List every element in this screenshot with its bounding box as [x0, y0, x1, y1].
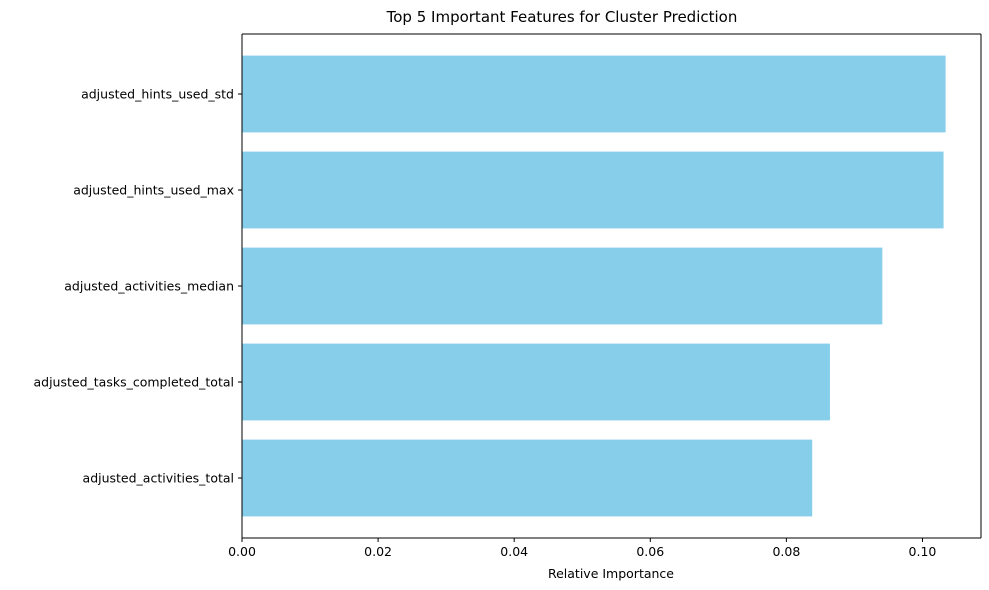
- x-axis-label: Relative Importance: [548, 566, 674, 581]
- bar-adjusted_activities_median: [242, 247, 883, 325]
- y-tick-label: adjusted_hints_used_std: [81, 87, 234, 102]
- bar-adjusted_activities_total: [242, 439, 813, 517]
- chart-title: Top 5 Important Features for Cluster Pre…: [386, 8, 738, 26]
- x-tick-label: 0.02: [364, 544, 392, 559]
- x-axis-ticks: 0.00 0.02 0.04 0.06 0.08 0.10: [228, 538, 936, 559]
- bar-adjusted_hints_used_std: [242, 55, 946, 133]
- y-tick-label: adjusted_hints_used_max: [73, 183, 234, 198]
- y-axis-ticks: adjusted_hints_used_std adjusted_hints_us…: [33, 87, 242, 486]
- x-tick-label: 0.10: [909, 544, 937, 559]
- axes: [241, 33, 982, 539]
- x-tick-label: 0.06: [636, 544, 664, 559]
- bar-adjusted_tasks_completed_total: [242, 343, 830, 421]
- x-tick-label: 0.08: [772, 544, 800, 559]
- x-tick-label: 0.00: [228, 544, 256, 559]
- x-tick-label: 0.04: [500, 544, 528, 559]
- y-tick-label: adjusted_tasks_completed_total: [33, 375, 234, 390]
- y-tick-label: adjusted_activities_median: [64, 279, 234, 294]
- bars: [242, 55, 946, 517]
- y-tick-label: adjusted_activities_total: [83, 471, 234, 486]
- bar-adjusted_hints_used_max: [242, 151, 944, 229]
